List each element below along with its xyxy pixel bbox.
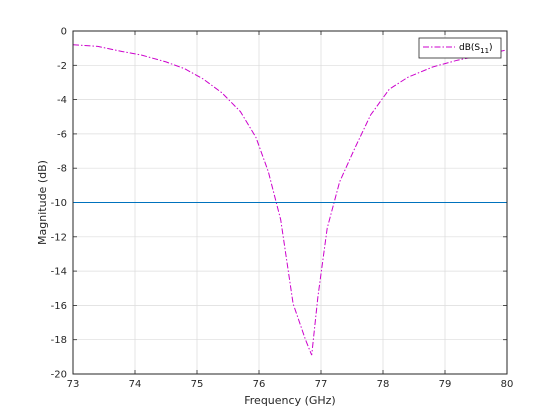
legend-label-subscript: 11 (480, 47, 489, 55)
plot-frame (72, 30, 508, 375)
y-tick-label: -14 (51, 267, 67, 278)
y-tick-label: -2 (57, 61, 67, 72)
legend-label-s11: dB(S11) (459, 43, 493, 55)
y-tick-label: -6 (57, 129, 67, 140)
legend-label-close: ) (489, 43, 493, 53)
x-tick-label: 79 (439, 379, 452, 390)
s11-series-line (72, 44, 508, 356)
y-tick-label: -4 (57, 95, 67, 106)
y-tick-label: -16 (51, 301, 67, 312)
x-tick-label: 78 (377, 379, 390, 390)
y-tick-label: -8 (57, 164, 67, 175)
tick-labels: 73 74 75 76 77 78 79 80 0 -2 -4 -6 -8 -10 -12 -14 -16 -18… (51, 27, 514, 391)
y-tick-label: 0 (61, 27, 67, 38)
y-axis-title: Magnitude (dB) (36, 160, 49, 245)
y-tick-label: -12 (51, 232, 67, 243)
legend: dB(S11) (418, 37, 502, 59)
x-tick-label: 73 (67, 379, 80, 390)
legend-label-main: dB(S (459, 43, 480, 53)
y-tick-label: -20 (51, 370, 67, 381)
y-tick-label: -18 (51, 335, 67, 346)
x-tick-label: 75 (191, 379, 204, 390)
series-layer (72, 44, 508, 356)
x-tick-label: 76 (253, 379, 266, 390)
x-tick-label: 77 (315, 379, 328, 390)
x-axis-title: Frequency (GHz) (244, 394, 335, 407)
x-tick-label: 80 (501, 379, 514, 390)
x-tick-label: 74 (129, 379, 142, 390)
y-tick-label: -10 (51, 198, 67, 209)
legend-box (418, 37, 502, 59)
